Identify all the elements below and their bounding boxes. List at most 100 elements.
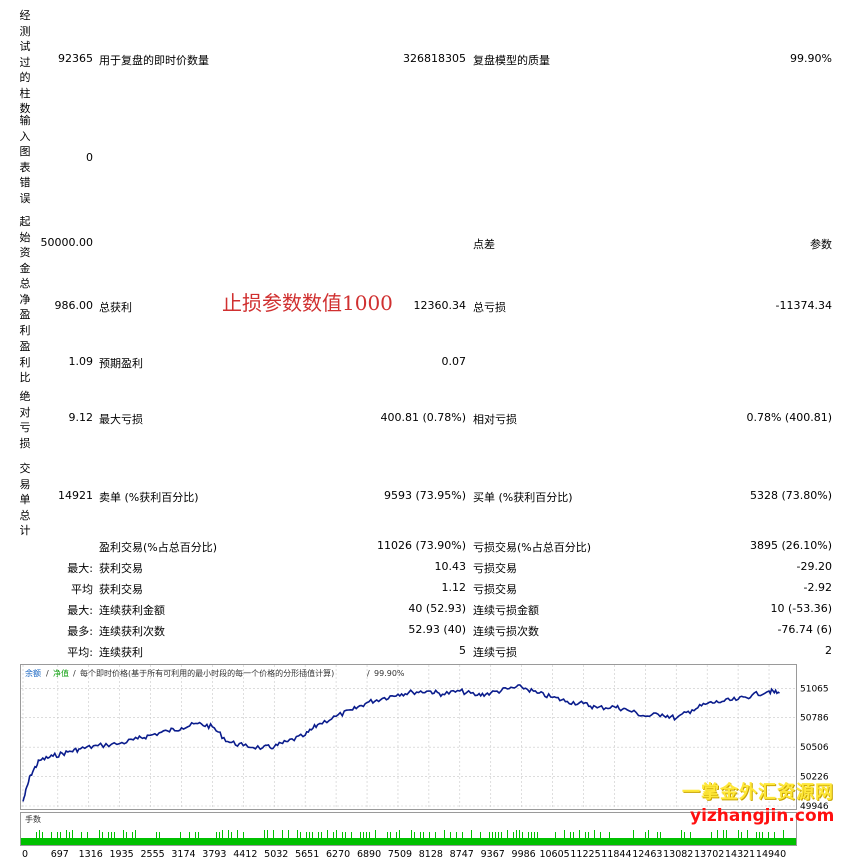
volume-bar xyxy=(444,830,445,838)
expected-payoff-label: 预期盈利 xyxy=(99,357,143,370)
volume-bar xyxy=(756,832,757,838)
x-tick-label: 5651 xyxy=(295,849,319,860)
legend-sep-1: / xyxy=(46,669,49,678)
volume-bar xyxy=(579,830,580,838)
expected-payoff-value: 0.07 xyxy=(441,355,467,368)
loss-trades-value: 3895 (26.10%) xyxy=(749,539,832,552)
volume-bar xyxy=(528,832,529,838)
y-tick-label: 49946 xyxy=(800,802,829,810)
label-initial-deposit: 起始资金 xyxy=(19,215,31,275)
volume-bar xyxy=(300,832,301,838)
volume-base-bar xyxy=(21,838,796,845)
volume-bar xyxy=(684,832,685,838)
label-total-trades: 交易单总计 xyxy=(19,462,31,537)
volume-bar xyxy=(570,832,571,838)
volume-bar xyxy=(585,832,586,838)
volume-bar xyxy=(498,832,499,838)
volume-strip: 手数 xyxy=(20,812,797,846)
volume-bar xyxy=(648,830,649,838)
balance-chart: 余额 / 净值 / 每个即时价格(基于所有可利用的最小时段的每一个价格的分形插值… xyxy=(20,664,797,810)
volume-bar xyxy=(342,832,343,838)
gross-profit-value: 12360.34 xyxy=(413,299,467,312)
chart-y-axis: 49946 50226 50506 50786 51065 xyxy=(800,684,829,810)
volume-bar xyxy=(228,830,229,838)
volume-bar xyxy=(513,832,514,838)
deposit-value: 50000.00 xyxy=(40,236,94,249)
volume-bar xyxy=(195,832,196,838)
y-tick-label: 51065 xyxy=(800,684,829,694)
volume-bars xyxy=(36,830,784,838)
volume-bar xyxy=(189,832,190,838)
x-tick-label: 9367 xyxy=(481,849,505,860)
volume-bar xyxy=(423,832,424,838)
largest-prefix: 最大: xyxy=(67,562,93,575)
volume-bar xyxy=(411,830,412,838)
volume-bar xyxy=(327,830,328,838)
bars-value: 92365 xyxy=(58,52,93,65)
volume-bar xyxy=(600,832,601,838)
volume-bar xyxy=(375,830,376,838)
balance-series-line xyxy=(22,684,780,802)
volume-bar xyxy=(492,832,493,838)
largest-loss-label: 亏损交易 xyxy=(473,562,517,575)
volume-bar xyxy=(429,832,430,838)
volume-bar xyxy=(231,832,232,838)
volume-bar xyxy=(123,830,124,838)
x-tick-label: 4412 xyxy=(233,849,257,860)
volume-bar xyxy=(387,832,388,838)
volume-bar xyxy=(66,830,67,838)
profitfactor-value: 1.09 xyxy=(68,355,94,368)
ticks-label: 用于复盘的即时价数量 xyxy=(99,54,209,67)
volume-bar xyxy=(534,832,535,838)
volume-bar xyxy=(60,832,61,838)
largest-profit-value: 10.43 xyxy=(434,560,467,573)
volume-bar xyxy=(39,830,40,838)
watermark-site-name: 一掌金外汇资源网 xyxy=(682,782,834,803)
volume-bar xyxy=(306,832,307,838)
volume-bar xyxy=(537,832,538,838)
x-tick-label: 11225 xyxy=(570,849,600,860)
volume-bar xyxy=(81,832,82,838)
x-tick-label: 8128 xyxy=(419,849,443,860)
chart-frame xyxy=(20,664,797,810)
volume-bar xyxy=(264,830,265,838)
relative-drawdown-value: 0.78% (400.81) xyxy=(746,411,832,424)
volume-bar xyxy=(759,832,760,838)
max-consec-wins-value: 40 (52.93) xyxy=(408,602,466,615)
volume-bar xyxy=(72,830,73,838)
volume-bar xyxy=(273,830,274,838)
volume-bar xyxy=(336,830,337,838)
volume-bar xyxy=(480,832,481,838)
stoploss-annotation: 止损参数数值1000 xyxy=(222,291,393,315)
x-tick-label: 8747 xyxy=(450,849,474,860)
volume-bar xyxy=(69,832,70,838)
volume-bar xyxy=(42,832,43,838)
volume-label: 手数 xyxy=(25,814,41,824)
volume-bar xyxy=(531,832,532,838)
avg-consec-losses-label: 连续亏损 xyxy=(473,646,517,659)
average-prefix: 平均 xyxy=(71,583,93,596)
y-tick-label: 50506 xyxy=(800,743,829,753)
x-tick-label: 3174 xyxy=(171,849,195,860)
volume-bar xyxy=(717,830,718,838)
volume-bar xyxy=(573,832,574,838)
volume-bar xyxy=(156,832,157,838)
volume-bar xyxy=(345,832,346,838)
volume-bar xyxy=(522,832,523,838)
volume-bar xyxy=(180,832,181,838)
volume-bar xyxy=(159,832,160,838)
volume-bar xyxy=(333,832,334,838)
volume-bar xyxy=(360,832,361,838)
volume-bar xyxy=(747,830,748,838)
volume-bar xyxy=(495,832,496,838)
volume-bar xyxy=(435,832,436,838)
watermark-url: yizhangjin.com xyxy=(690,806,835,826)
volume-bar xyxy=(219,832,220,838)
volume-bar xyxy=(369,832,370,838)
volume-bar xyxy=(420,832,421,838)
legend-sep-2: / xyxy=(73,669,76,678)
maximal-wins-label: 连续获利次数 xyxy=(99,625,165,638)
max-consec-prefix: 最大: xyxy=(67,604,93,617)
legend-model: 每个即时价格(基于所有可利用的最小时段的每一个价格的分形插值计算) xyxy=(80,668,334,678)
x-tick-label: 697 xyxy=(51,849,69,860)
